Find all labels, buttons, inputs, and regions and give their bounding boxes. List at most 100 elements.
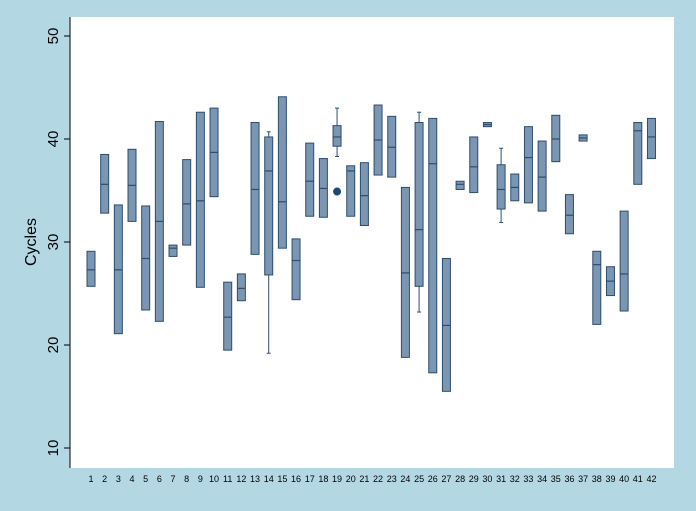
y-axis-ticks: 10 20 30 40 50 bbox=[45, 28, 70, 456]
x-tick-label: 16 bbox=[291, 474, 301, 484]
box-26 bbox=[428, 117, 438, 374]
x-tick-label: 39 bbox=[605, 474, 615, 484]
x-tick-label: 9 bbox=[198, 474, 203, 484]
x-tick-label: 41 bbox=[633, 474, 643, 484]
x-tick-label: 38 bbox=[592, 474, 602, 484]
x-tick-label: 37 bbox=[578, 474, 588, 484]
box-body bbox=[86, 250, 96, 287]
box-13 bbox=[250, 122, 260, 255]
box-15 bbox=[277, 96, 287, 249]
x-tick-label: 17 bbox=[305, 474, 315, 484]
y-axis-label: Cycles bbox=[23, 218, 40, 266]
box-body bbox=[168, 244, 178, 257]
box-17 bbox=[305, 142, 315, 217]
boxes-group bbox=[86, 96, 656, 392]
x-tick-label: 2 bbox=[102, 474, 107, 484]
box-32 bbox=[510, 173, 520, 202]
x-tick-label: 18 bbox=[318, 474, 328, 484]
box-36 bbox=[564, 194, 574, 235]
x-tick-label: 28 bbox=[455, 474, 465, 484]
x-tick-label: 30 bbox=[482, 474, 492, 484]
box-33 bbox=[523, 126, 533, 204]
box-4 bbox=[127, 148, 137, 222]
x-axis-ticks: 1 2 3 4 5 6 7 8 9 10 11 12 13 14 15 16 17 18 19 20 21 22 23 24 2… bbox=[88, 474, 656, 484]
x-tick-label: 40 bbox=[619, 474, 629, 484]
x-tick-label: 7 bbox=[171, 474, 176, 484]
box-body bbox=[359, 162, 369, 227]
x-tick-label: 20 bbox=[346, 474, 356, 484]
box-34 bbox=[537, 140, 547, 212]
box-1 bbox=[86, 250, 96, 287]
box-35 bbox=[551, 114, 561, 163]
box-body bbox=[496, 164, 506, 210]
box-20 bbox=[346, 165, 356, 217]
x-tick-label: 15 bbox=[277, 474, 287, 484]
box-24 bbox=[400, 186, 410, 358]
y-tick-label: 40 bbox=[45, 131, 62, 148]
box-28 bbox=[455, 180, 465, 190]
x-tick-label: 13 bbox=[250, 474, 260, 484]
box-39 bbox=[605, 266, 615, 297]
x-tick-label: 31 bbox=[496, 474, 506, 484]
x-tick-label: 36 bbox=[564, 474, 574, 484]
box-body bbox=[223, 281, 233, 351]
x-tick-label: 23 bbox=[387, 474, 397, 484]
box-22 bbox=[373, 104, 383, 176]
x-tick-label: 34 bbox=[537, 474, 547, 484]
box-8 bbox=[182, 159, 192, 246]
y-tick-label: 30 bbox=[45, 234, 62, 251]
box-19 bbox=[332, 107, 342, 196]
box-body bbox=[264, 136, 274, 276]
x-tick-label: 21 bbox=[359, 474, 369, 484]
box-body bbox=[537, 140, 547, 212]
box-body bbox=[428, 117, 438, 374]
box-body bbox=[236, 273, 246, 302]
box-41 bbox=[633, 122, 643, 185]
box-7 bbox=[168, 244, 178, 257]
x-tick-label: 5 bbox=[143, 474, 148, 484]
x-tick-label: 22 bbox=[373, 474, 383, 484]
box-5 bbox=[141, 205, 151, 311]
box-body bbox=[291, 238, 301, 301]
box-27 bbox=[441, 257, 451, 392]
x-tick-label: 10 bbox=[209, 474, 219, 484]
box-body bbox=[346, 165, 356, 217]
x-tick-label: 33 bbox=[523, 474, 533, 484]
box-body bbox=[195, 111, 205, 288]
box-body bbox=[619, 210, 629, 312]
x-tick-label: 12 bbox=[236, 474, 246, 484]
box-18 bbox=[318, 158, 328, 218]
box-3 bbox=[113, 204, 123, 335]
x-tick-label: 14 bbox=[264, 474, 274, 484]
x-tick-label: 29 bbox=[469, 474, 479, 484]
x-tick-label: 8 bbox=[184, 474, 189, 484]
box-6 bbox=[154, 120, 164, 322]
box-16 bbox=[291, 238, 301, 301]
box-38 bbox=[592, 250, 602, 325]
y-tick-label: 50 bbox=[45, 28, 62, 45]
y-tick-label: 20 bbox=[45, 337, 62, 354]
box-10 bbox=[209, 107, 219, 198]
outlier-point bbox=[333, 187, 342, 196]
box-body bbox=[182, 159, 192, 246]
box-body bbox=[523, 126, 533, 204]
box-37 bbox=[578, 134, 588, 142]
box-2 bbox=[100, 153, 110, 214]
x-tick-label: 32 bbox=[510, 474, 520, 484]
box-11 bbox=[223, 281, 233, 351]
box-9 bbox=[195, 111, 205, 288]
x-tick-label: 11 bbox=[223, 474, 232, 484]
x-tick-label: 24 bbox=[400, 474, 410, 484]
plot-area bbox=[70, 17, 674, 468]
box-14 bbox=[264, 131, 274, 354]
box-42 bbox=[646, 117, 656, 160]
box-body bbox=[564, 194, 574, 235]
x-tick-label: 3 bbox=[116, 474, 121, 484]
box-25 bbox=[414, 111, 424, 313]
x-tick-label: 1 bbox=[88, 474, 93, 484]
x-tick-label: 26 bbox=[428, 474, 438, 484]
x-tick-label: 42 bbox=[646, 474, 656, 484]
box-12 bbox=[236, 273, 246, 302]
